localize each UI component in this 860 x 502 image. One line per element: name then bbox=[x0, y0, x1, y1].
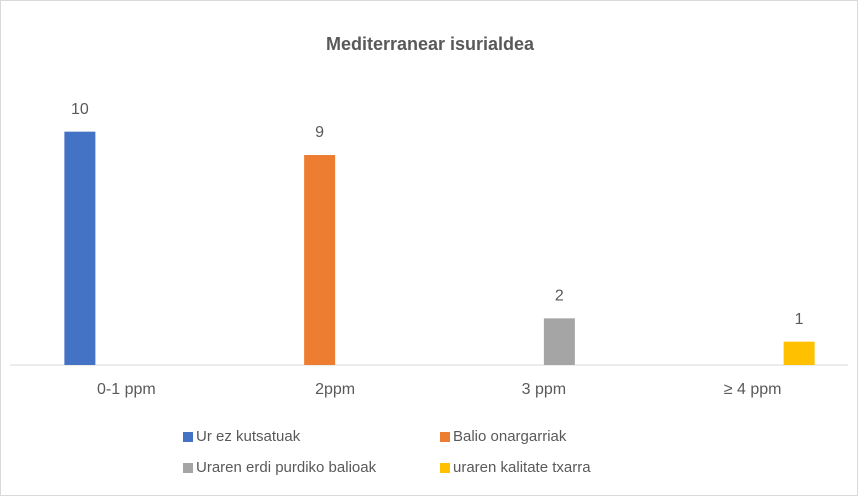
x-tick-label: 2ppm bbox=[315, 381, 355, 398]
bar bbox=[783, 341, 815, 365]
x-tick-label: ≥ 4 ppm bbox=[724, 381, 782, 398]
data-label: 2 bbox=[555, 288, 564, 305]
legend-swatch bbox=[183, 463, 193, 473]
x-tick-label: 3 ppm bbox=[522, 381, 566, 398]
bar bbox=[543, 318, 575, 365]
legend-swatch bbox=[440, 463, 450, 473]
legend-label: Uraren erdi purdiko balioak bbox=[196, 459, 377, 476]
data-label: 9 bbox=[315, 124, 324, 141]
chart-title: Mediterranear isurialdea bbox=[326, 34, 535, 54]
bar bbox=[304, 155, 336, 365]
legend-swatch bbox=[440, 432, 450, 442]
data-label: 10 bbox=[71, 101, 89, 118]
legend-swatch bbox=[183, 432, 193, 442]
bar bbox=[64, 131, 96, 365]
data-label: 1 bbox=[795, 311, 804, 328]
x-tick-label: 0-1 ppm bbox=[97, 381, 156, 398]
legend-label: Balio onargarriak bbox=[453, 428, 567, 445]
legend-label: Ur ez kutsatuak bbox=[196, 428, 301, 445]
legend-label: uraren kalitate txarra bbox=[453, 459, 591, 476]
